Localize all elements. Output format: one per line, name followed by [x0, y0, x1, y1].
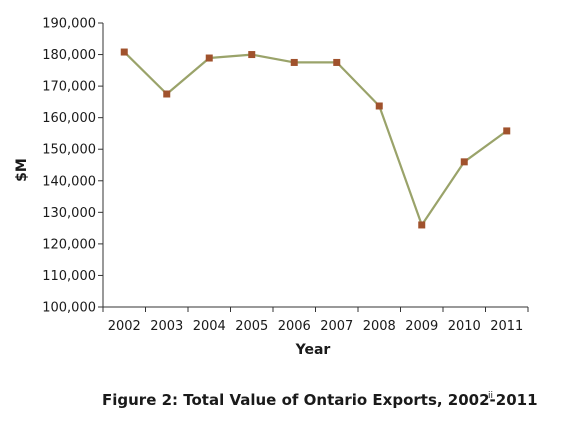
x-axis: 2002 2003 2004 2005 2006 2007 2008 2009 2010 2011	[102, 306, 529, 334]
x-tick-label: 2009	[405, 319, 438, 334]
x-tick-label: 2010	[448, 319, 481, 334]
data-point-marker	[333, 58, 341, 66]
y-tick-label: 130,000	[42, 206, 96, 221]
data-point-marker	[503, 127, 511, 135]
y-tick-label: 140,000	[42, 174, 96, 189]
x-tick-label: 2008	[363, 319, 396, 334]
y-tick-label: 150,000	[42, 143, 96, 158]
y-tick-label: 110,000	[42, 269, 96, 284]
x-axis-title: Year	[295, 342, 331, 358]
x-tick-label: 2011	[490, 319, 523, 334]
data-point-marker	[163, 90, 171, 98]
y-tick-label: 160,000	[42, 111, 96, 126]
y-axis-title: $M	[14, 158, 30, 182]
data-point-marker	[375, 102, 383, 110]
figure-caption-note: ii	[488, 391, 493, 401]
series-line	[123, 51, 508, 227]
x-tick-label: 2005	[235, 319, 268, 334]
data-point-marker	[120, 48, 128, 56]
x-tick-label: 2004	[193, 319, 226, 334]
y-tick-label: 170,000	[42, 80, 96, 95]
x-tick-label: 2007	[320, 319, 353, 334]
data-point-marker	[248, 51, 256, 59]
y-tick-label: 120,000	[42, 237, 96, 252]
data-point-marker	[290, 58, 298, 66]
x-tick-label: 2006	[278, 319, 311, 334]
y-tick-label: 100,000	[42, 301, 96, 316]
y-tick-label: 180,000	[42, 48, 96, 63]
y-axis: 100,000 110,000 120,000 130,000 140,000 150,0…	[42, 17, 104, 316]
figure-caption: Figure 2: Total Value of Ontario Exports…	[102, 391, 538, 409]
x-tick-label: 2002	[108, 319, 141, 334]
data-point-marker	[418, 221, 426, 229]
y-tick-label: 190,000	[42, 17, 96, 32]
data-point-marker	[460, 158, 468, 166]
x-tick-label: 2003	[150, 319, 183, 334]
series-group	[120, 48, 511, 229]
data-point-marker	[205, 54, 213, 62]
